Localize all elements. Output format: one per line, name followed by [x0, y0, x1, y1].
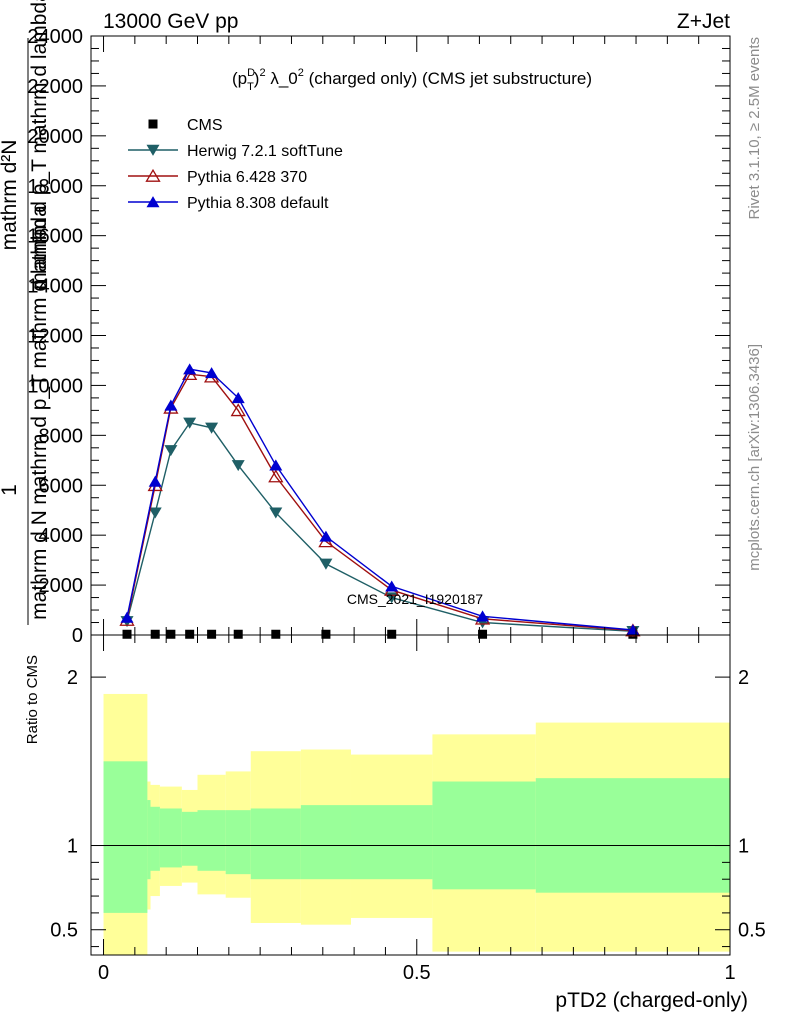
inner-band-bin-10	[432, 781, 536, 890]
main-ytick-label: 14000	[27, 276, 83, 298]
main-y-axis-label-3: mathrm d p_T mathrm d lambda	[28, 205, 51, 505]
main-panel: 0 2000 4000 6000 8000 10000 12000 14000 16000 180…	[27, 26, 731, 647]
series-3-point-7	[319, 530, 333, 542]
legend-marker-2	[145, 168, 161, 182]
header-energy: 13000 GeV pp	[103, 10, 238, 33]
series-3-point-1	[148, 475, 162, 487]
main-y-axis-label-5: mathrm d p_T mathrm d lambda	[28, 0, 51, 290]
series-3-point-8	[385, 580, 399, 592]
inner-band-bin-3	[159, 808, 182, 868]
series-0-point-8	[387, 629, 397, 639]
ratio-ytick-label-left: 2	[67, 667, 78, 689]
legend-marker-0	[148, 119, 158, 129]
series-3-point-2	[164, 399, 178, 411]
main-ytick-label: 18000	[27, 176, 83, 198]
rivet-label: Rivet 3.1.10, ≥ 2.5M events	[746, 37, 763, 220]
series-0-point-6	[271, 629, 281, 639]
inner-band-bin-2	[150, 806, 160, 871]
series-1-point-2	[164, 445, 178, 457]
legend-label-1: Herwig 7.2.1 softTune	[187, 143, 343, 160]
inner-band-bin-4	[181, 811, 198, 866]
ratio-ytick-label-right: 1	[738, 836, 749, 858]
series-3-point-3	[183, 363, 197, 375]
series-3-point-4	[205, 367, 219, 379]
ratio-xtick-label: 0.5	[403, 962, 431, 984]
inner-band-bin-7	[250, 808, 301, 880]
inner-band-bin-9	[350, 805, 433, 880]
series-0-point-9	[478, 629, 488, 639]
series-1-point-4	[205, 422, 219, 434]
series-1-point-6	[269, 507, 283, 519]
inner-band-bin-11	[535, 778, 730, 893]
main-ytick-label: 24000	[27, 26, 83, 48]
inner-band-bin-5	[197, 810, 226, 871]
ratio-ytick-label-left: 1	[67, 836, 78, 858]
series-0-point-2	[166, 629, 176, 639]
legend-label-3: Pythia 8.308 default	[187, 195, 329, 212]
series-1-point-7	[319, 558, 333, 570]
main-ytick-label: 22000	[27, 76, 83, 98]
main-ytick-label: 2000	[39, 575, 84, 597]
series-0-point-0	[122, 629, 132, 639]
ratio-x-axis: 0 0.5 1	[98, 635, 736, 984]
ratio-xtick-label: 1	[724, 962, 735, 984]
mcplots-label: mcplots.cern.ch [arXiv:1306.3436]	[746, 344, 763, 571]
main-ytick-label: 8000	[39, 425, 84, 447]
main-ytick-label: 4000	[39, 525, 84, 547]
header-process: Z+Jet	[677, 10, 730, 33]
ratio-panel: 0.5 0.51 12 2 0 0.5 1	[50, 634, 766, 984]
legend-marker-3	[146, 196, 160, 208]
series-2-point-5	[230, 403, 246, 417]
series-1-point-1	[148, 507, 162, 519]
legend-marker-1	[146, 144, 160, 156]
ratio-ytick-label-right: 0.5	[738, 920, 766, 942]
main-ytick-label: 6000	[39, 475, 84, 497]
ratio-y-axis-label: Ratio to CMS	[24, 655, 41, 744]
inner-band-bin-6	[225, 810, 251, 875]
series-0-point-5	[233, 629, 243, 639]
series-0-point-4	[207, 629, 217, 639]
plot-title: (pD T)2 λ_02 (charged only) (CMS jet subs…	[232, 67, 592, 93]
main-y-axis-label-2: mathrm d N	[28, 510, 51, 620]
series-1-point-3	[183, 417, 197, 429]
legend: CMS Herwig 7.2.1 softTune Pythia 6.428 370…	[128, 117, 343, 212]
series-3-point-9	[476, 610, 490, 622]
ratio-ytick-label-left: 0.5	[50, 920, 78, 942]
main-y-axis-label-4: mathrm d²N	[0, 140, 21, 251]
main-y-axis: 0 2000 4000 6000 8000 10000 12000 14000 16000 180…	[27, 26, 730, 647]
series-0-point-7	[321, 629, 331, 639]
legend-label-0: CMS	[187, 117, 223, 134]
ratio-y-axis: 0.5 0.5 1 1 2 2	[50, 667, 766, 948]
ratio-x-axis-label: pTD2 (charged-only)	[555, 989, 748, 1012]
main-data-layer	[119, 363, 641, 639]
inner-band-bin-8	[300, 805, 351, 880]
series-0-point-1	[150, 629, 160, 639]
series-1-point-5	[231, 460, 245, 472]
ratio-data-layer	[91, 693, 730, 955]
legend-label-2: Pythia 6.428 370	[187, 169, 307, 186]
main-ytick-label: 20000	[27, 126, 83, 148]
inner-band-bin-1	[147, 800, 151, 880]
main-ytick-label: 12000	[27, 326, 83, 348]
series-3-point-6	[269, 459, 283, 471]
ratio-xtick-label: 0	[98, 962, 109, 984]
watermark: CMS_2021_I1920187	[347, 591, 483, 607]
main-ytick-label: 16000	[27, 226, 83, 248]
main-ytick-label: 10000	[27, 375, 83, 397]
main-y-axis-label-1: 1	[0, 484, 21, 496]
main-x-axis-ticks	[103, 36, 731, 635]
series-3-point-0	[120, 611, 134, 623]
ratio-ytick-label-right: 2	[738, 667, 749, 689]
series-3-point-5	[231, 392, 245, 404]
inner-band-bin-0	[103, 761, 148, 913]
series-2-point-6	[268, 469, 284, 483]
ratio-frame	[90, 634, 731, 956]
series-0-point-3	[185, 629, 195, 639]
main-ytick-label: 0	[72, 625, 83, 647]
